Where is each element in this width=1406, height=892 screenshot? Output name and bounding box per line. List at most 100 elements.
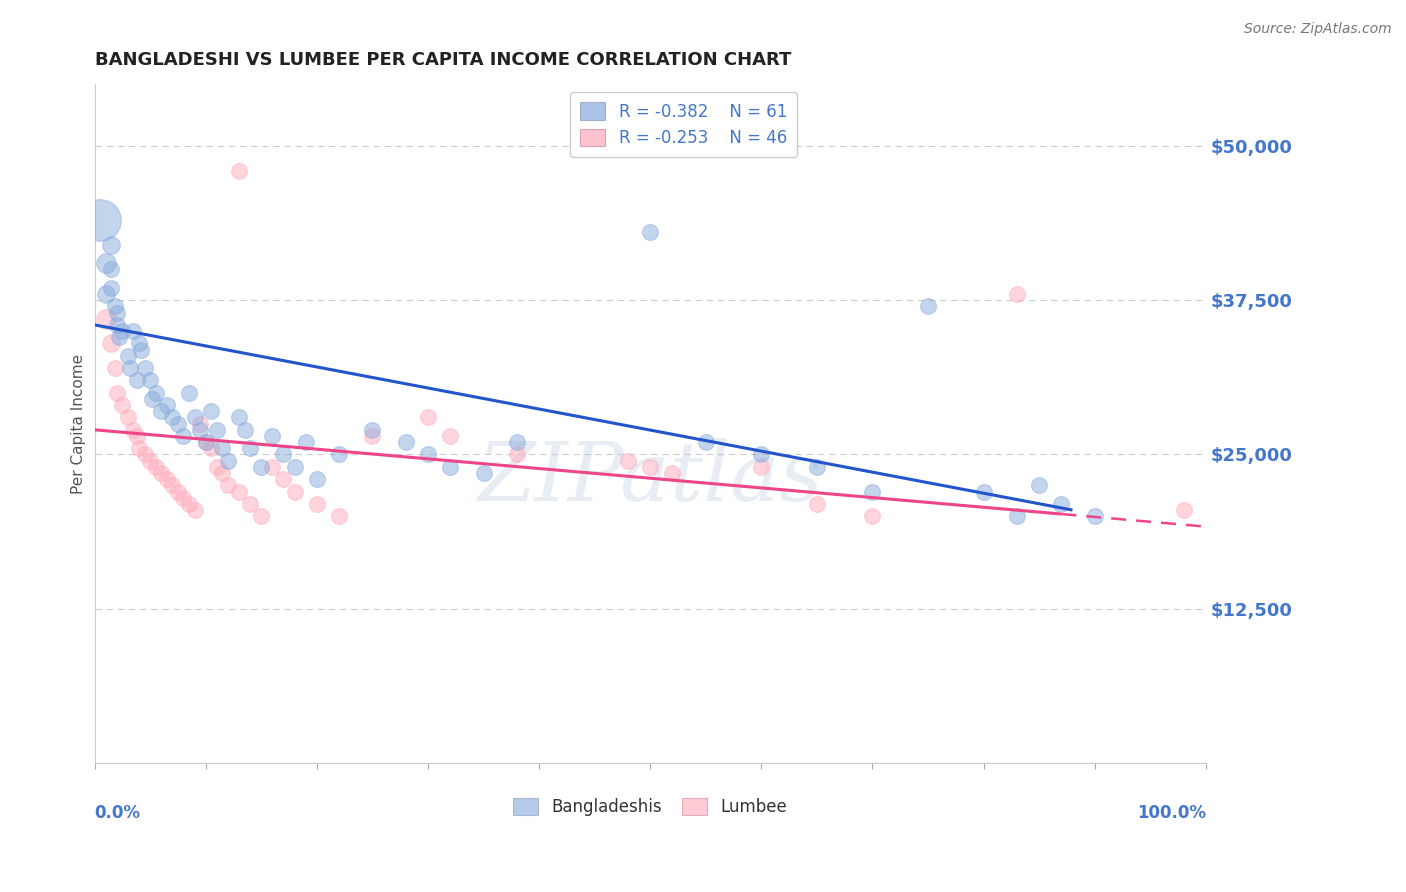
Point xyxy=(239,442,262,456)
Point xyxy=(156,398,179,412)
Point xyxy=(122,324,145,338)
Point xyxy=(183,503,205,517)
Point xyxy=(117,410,139,425)
Point xyxy=(167,417,190,431)
Point xyxy=(361,429,384,443)
Point xyxy=(1084,509,1107,524)
Point xyxy=(305,497,328,511)
Point xyxy=(94,311,117,326)
Point xyxy=(328,509,350,524)
Point xyxy=(117,349,139,363)
Point xyxy=(172,491,194,505)
Text: 0.0%: 0.0% xyxy=(94,804,141,822)
Point xyxy=(94,287,117,301)
Point xyxy=(100,237,122,252)
Point xyxy=(250,459,273,474)
Text: Source: ZipAtlas.com: Source: ZipAtlas.com xyxy=(1244,22,1392,37)
Point xyxy=(94,256,117,270)
Text: BANGLADESHI VS LUMBEE PER CAPITA INCOME CORRELATION CHART: BANGLADESHI VS LUMBEE PER CAPITA INCOME … xyxy=(94,51,792,69)
Point xyxy=(806,497,828,511)
Point xyxy=(439,429,461,443)
Point xyxy=(128,442,150,456)
Point xyxy=(162,478,184,492)
Point xyxy=(217,478,239,492)
Point xyxy=(1173,503,1195,517)
Point xyxy=(233,423,256,437)
Point xyxy=(125,373,148,387)
Point xyxy=(194,435,217,450)
Text: 100.0%: 100.0% xyxy=(1137,804,1206,822)
Point xyxy=(328,448,350,462)
Point xyxy=(416,448,439,462)
Point xyxy=(100,262,122,277)
Point xyxy=(250,509,273,524)
Point xyxy=(128,336,150,351)
Point xyxy=(172,429,194,443)
Point xyxy=(211,442,233,456)
Point xyxy=(177,497,200,511)
Point xyxy=(150,404,173,418)
Point xyxy=(284,459,307,474)
Point xyxy=(228,163,250,178)
Point xyxy=(973,484,995,499)
Point xyxy=(111,324,134,338)
Point xyxy=(188,417,211,431)
Y-axis label: Per Capita Income: Per Capita Income xyxy=(72,353,86,493)
Point xyxy=(1005,287,1028,301)
Point xyxy=(200,404,222,418)
Point xyxy=(108,330,131,344)
Point xyxy=(145,385,167,400)
Text: ZIPatlas: ZIPatlas xyxy=(478,438,823,518)
Point xyxy=(141,392,163,406)
Point xyxy=(111,398,134,412)
Point xyxy=(103,361,125,376)
Point xyxy=(1028,478,1050,492)
Point xyxy=(273,448,295,462)
Point xyxy=(262,429,284,443)
Point xyxy=(217,453,239,467)
Point xyxy=(284,484,307,499)
Point xyxy=(1050,497,1073,511)
Point xyxy=(89,213,111,227)
Point xyxy=(156,472,179,486)
Point xyxy=(305,472,328,486)
Point xyxy=(100,336,122,351)
Point xyxy=(806,459,828,474)
Point xyxy=(262,459,284,474)
Point xyxy=(917,299,939,313)
Point xyxy=(103,299,125,313)
Point xyxy=(139,453,162,467)
Point xyxy=(361,423,384,437)
Point xyxy=(472,466,495,480)
Point xyxy=(150,466,173,480)
Point xyxy=(205,423,228,437)
Point xyxy=(638,225,661,239)
Point xyxy=(273,472,295,486)
Point xyxy=(239,497,262,511)
Point xyxy=(194,435,217,450)
Point xyxy=(862,509,884,524)
Point xyxy=(205,459,228,474)
Point xyxy=(416,410,439,425)
Point xyxy=(617,453,640,467)
Point xyxy=(162,410,184,425)
Point xyxy=(1005,509,1028,524)
Point xyxy=(200,442,222,456)
Point xyxy=(749,448,772,462)
Point xyxy=(134,361,156,376)
Point xyxy=(638,459,661,474)
Point xyxy=(129,343,152,357)
Point xyxy=(145,459,167,474)
Point xyxy=(294,435,316,450)
Point xyxy=(188,423,211,437)
Point xyxy=(862,484,884,499)
Point xyxy=(228,410,250,425)
Point xyxy=(120,361,142,376)
Point xyxy=(125,429,148,443)
Point xyxy=(139,373,162,387)
Point xyxy=(661,466,683,480)
Point xyxy=(395,435,418,450)
Point xyxy=(506,448,529,462)
Point xyxy=(695,435,717,450)
Point xyxy=(211,466,233,480)
